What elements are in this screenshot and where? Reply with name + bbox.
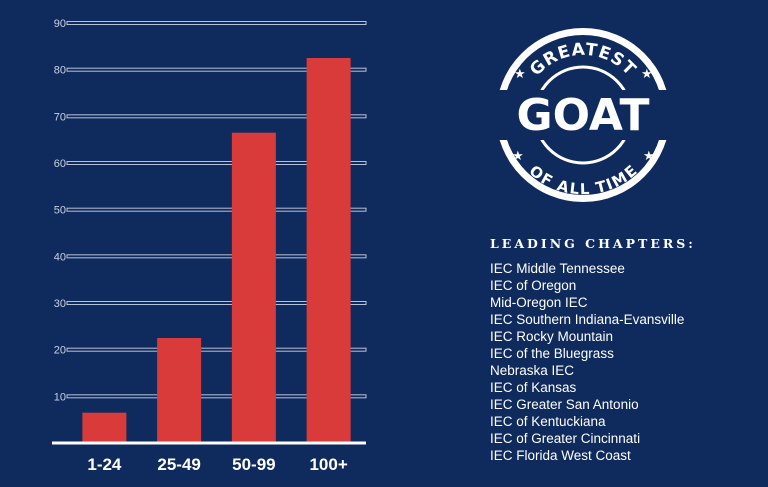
y-tick-label: 80 xyxy=(54,65,66,77)
y-tick-label: 40 xyxy=(54,251,66,263)
badge-emblem: GREATEST GOAT OF ALL TIME ★ ★ ★ ★ xyxy=(496,28,670,202)
chapter-item: IEC Middle Tennessee xyxy=(490,261,625,276)
chapter-item: IEC Greater San Antonio xyxy=(490,397,639,412)
bar-25-49 xyxy=(157,338,202,443)
chapters-list: IEC Middle Tennessee IEC of Oregon Mid-Ore… xyxy=(490,260,760,464)
chapter-item: IEC of Greater Cincinnati xyxy=(490,431,641,446)
chapters-heading: LEADING CHAPTERS: xyxy=(490,236,696,251)
chapter-item: IEC Southern Indiana-Evansville xyxy=(490,312,685,327)
badge-banner xyxy=(496,90,670,140)
x-tick-label: 1-24 xyxy=(87,455,122,474)
gridline xyxy=(66,254,367,259)
gridline xyxy=(66,21,367,25)
leading-chapters-panel: LEADING CHAPTERS: IEC Middle Tennessee IE… xyxy=(490,236,760,464)
x-tick-label: 100+ xyxy=(309,455,347,474)
star-icon: ★ xyxy=(641,67,653,82)
badge-main-text: GOAT xyxy=(517,90,650,141)
gridline xyxy=(66,394,367,399)
bar-chart: 10 20 30 40 50 60 70 80 90 1-24 25-49 50-99 100+ xyxy=(52,18,367,474)
gridline xyxy=(66,207,367,212)
chapter-item: IEC Florida West Coast xyxy=(490,448,631,463)
chapter-item: IEC of Kansas xyxy=(490,380,577,395)
y-tick-label: 90 xyxy=(54,18,66,30)
gridline xyxy=(66,347,367,352)
chapter-item: IEC Rocky Mountain xyxy=(490,329,614,344)
y-tick-label: 60 xyxy=(54,158,66,170)
chapter-item: Mid-Oregon IEC xyxy=(490,295,588,310)
star-icon: ★ xyxy=(514,67,526,82)
chapter-item: IEC of the Bluegrass xyxy=(490,346,614,361)
star-icon: ★ xyxy=(512,149,524,164)
y-tick-label: 10 xyxy=(54,391,66,403)
y-tick-label: 20 xyxy=(54,345,66,357)
y-tick-label: 50 xyxy=(54,205,66,217)
chapter-item: Nebraska IEC xyxy=(490,363,575,378)
gridline xyxy=(66,161,367,165)
chapter-item: IEC of Kentuckiana xyxy=(490,414,606,429)
y-tick-label: 30 xyxy=(54,298,66,310)
bar-100+ xyxy=(306,58,351,443)
bar-1-24 xyxy=(82,412,127,443)
y-tick-label: 70 xyxy=(54,111,66,123)
gridline xyxy=(66,301,367,305)
gridline xyxy=(66,67,367,72)
bar-50-99 xyxy=(231,132,276,443)
goat-badge: GREATEST GOAT OF ALL TIME ★ ★ ★ ★ xyxy=(492,24,674,206)
x-tick-label: 25-49 xyxy=(157,455,200,474)
chapter-item: IEC of Oregon xyxy=(490,278,577,293)
gridline xyxy=(66,114,367,119)
x-tick-label: 50-99 xyxy=(232,455,275,474)
star-icon: ★ xyxy=(643,149,655,164)
